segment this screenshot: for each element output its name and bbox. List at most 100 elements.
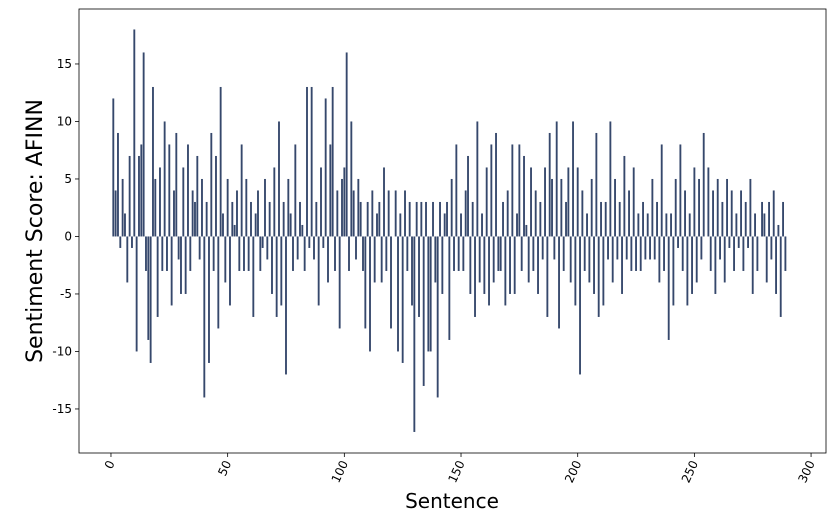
bar <box>411 236 413 306</box>
bar <box>609 121 612 237</box>
bar <box>674 178 677 237</box>
bar <box>527 236 530 283</box>
bar <box>133 29 136 237</box>
bar <box>345 52 348 237</box>
bar <box>266 236 269 260</box>
bar <box>306 86 308 237</box>
bar <box>294 144 297 237</box>
bar <box>191 190 194 237</box>
bar <box>663 236 665 271</box>
bar <box>537 236 539 294</box>
x-tick-label: 300 <box>795 458 817 485</box>
bar <box>740 190 742 237</box>
bar <box>222 213 224 237</box>
bar <box>315 201 318 237</box>
bar <box>772 190 775 237</box>
bar <box>299 201 301 237</box>
bar <box>117 132 119 237</box>
bar <box>583 236 586 271</box>
bar <box>446 201 448 237</box>
bar <box>126 236 129 283</box>
bar <box>289 213 292 237</box>
bar <box>719 236 721 260</box>
bar <box>373 236 376 283</box>
bar <box>128 155 131 237</box>
bar <box>481 213 483 237</box>
bar <box>364 236 367 329</box>
bar <box>182 167 185 237</box>
bar <box>551 178 553 237</box>
bar <box>254 213 257 237</box>
bar <box>499 236 502 271</box>
bar <box>607 236 609 260</box>
bar <box>765 236 768 283</box>
bar <box>282 201 285 237</box>
bar <box>352 190 355 237</box>
bar <box>436 236 439 398</box>
bar <box>686 236 689 306</box>
bar <box>168 144 171 237</box>
bar <box>646 213 649 237</box>
bar <box>777 224 780 237</box>
bar <box>245 178 248 237</box>
bar <box>513 236 516 294</box>
bar <box>502 201 504 237</box>
bar <box>455 144 458 237</box>
bar <box>775 236 777 294</box>
bar <box>770 236 773 260</box>
bar <box>453 236 455 271</box>
x-axis-label: Sentence <box>405 489 499 513</box>
bar <box>565 201 567 237</box>
bar <box>754 213 756 237</box>
bar <box>217 236 220 329</box>
bar <box>602 236 605 306</box>
bar <box>716 178 719 237</box>
bar <box>656 201 658 237</box>
bar <box>779 236 782 317</box>
bar <box>138 155 140 237</box>
bar <box>420 201 423 237</box>
bar <box>406 236 409 271</box>
bar <box>469 236 472 294</box>
bar <box>280 236 283 306</box>
bar <box>170 236 173 306</box>
bar <box>693 167 696 237</box>
bar <box>135 236 138 352</box>
bar <box>142 52 145 237</box>
bar <box>184 236 187 294</box>
bar <box>751 236 754 294</box>
bar <box>236 190 238 237</box>
bar <box>348 236 350 271</box>
bar <box>485 167 488 237</box>
bar <box>518 144 521 237</box>
bar <box>667 236 670 340</box>
bar <box>131 236 133 248</box>
bar <box>628 190 630 237</box>
bar <box>434 236 437 283</box>
bar <box>478 236 481 283</box>
bar <box>714 236 717 294</box>
bar <box>621 236 623 294</box>
bar <box>698 178 700 237</box>
bar <box>784 236 787 271</box>
bar <box>159 167 161 237</box>
bar <box>327 236 329 283</box>
bar <box>723 236 726 283</box>
bar <box>175 132 178 237</box>
bar <box>737 236 740 248</box>
bar <box>642 201 644 237</box>
bar <box>399 213 402 237</box>
bar <box>329 144 332 237</box>
bar <box>530 167 532 237</box>
bar <box>630 236 633 271</box>
bar <box>747 236 749 248</box>
bar <box>523 155 525 237</box>
bar <box>177 236 180 260</box>
bar <box>152 86 154 237</box>
bar <box>695 236 698 283</box>
bar <box>285 236 287 375</box>
bar <box>250 201 252 237</box>
bar <box>187 144 189 237</box>
bar <box>212 236 215 271</box>
bar <box>310 86 313 237</box>
